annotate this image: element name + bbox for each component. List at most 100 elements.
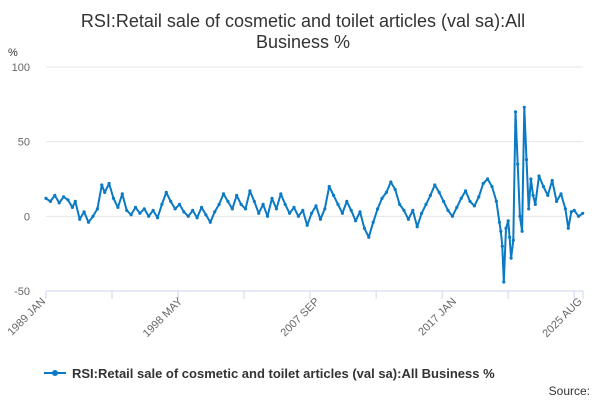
data-point[interactable] bbox=[213, 210, 217, 214]
data-point[interactable] bbox=[340, 211, 344, 215]
data-point[interactable] bbox=[288, 211, 292, 215]
data-point[interactable] bbox=[437, 190, 441, 194]
data-point[interactable] bbox=[195, 216, 199, 220]
data-point[interactable] bbox=[111, 196, 116, 200]
data-point[interactable] bbox=[428, 193, 432, 197]
data-point[interactable] bbox=[509, 256, 513, 260]
data-point[interactable] bbox=[522, 105, 526, 109]
data-point[interactable] bbox=[520, 229, 524, 233]
data-point[interactable] bbox=[125, 208, 129, 212]
data-point[interactable] bbox=[527, 207, 531, 211]
data-point[interactable] bbox=[477, 195, 481, 199]
data-point[interactable] bbox=[296, 214, 300, 218]
data-point[interactable] bbox=[323, 207, 327, 211]
data-point[interactable] bbox=[389, 180, 393, 184]
data-point[interactable] bbox=[459, 196, 463, 200]
data-point[interactable] bbox=[169, 199, 173, 203]
data-point[interactable] bbox=[318, 217, 322, 221]
data-point[interactable] bbox=[513, 110, 518, 114]
data-point[interactable] bbox=[524, 158, 529, 162]
data-point[interactable] bbox=[283, 202, 287, 206]
data-point[interactable] bbox=[581, 211, 585, 215]
data-point[interactable] bbox=[73, 199, 77, 203]
data-point[interactable] bbox=[204, 213, 208, 217]
legend[interactable]: RSI:Retail sale of cosmetic and toilet a… bbox=[44, 366, 495, 381]
data-point[interactable] bbox=[86, 220, 91, 224]
data-point[interactable] bbox=[572, 208, 576, 212]
data-point[interactable] bbox=[314, 204, 318, 208]
data-point[interactable] bbox=[217, 202, 221, 206]
data-point[interactable] bbox=[446, 208, 450, 212]
data-point[interactable] bbox=[186, 214, 190, 218]
data-point[interactable] bbox=[384, 190, 388, 194]
data-point[interactable] bbox=[502, 280, 506, 284]
data-point[interactable] bbox=[261, 202, 265, 206]
data-point[interactable] bbox=[559, 192, 563, 196]
data-point[interactable] bbox=[199, 205, 204, 209]
data-point[interactable] bbox=[490, 184, 494, 189]
data-point[interactable] bbox=[433, 183, 437, 187]
data-point[interactable] bbox=[376, 207, 380, 211]
data-point[interactable] bbox=[129, 213, 133, 217]
data-point[interactable] bbox=[455, 205, 459, 209]
data-point[interactable] bbox=[248, 189, 252, 193]
data-point[interactable] bbox=[529, 177, 533, 181]
data-point[interactable] bbox=[450, 214, 454, 218]
data-point[interactable] bbox=[380, 196, 384, 200]
data-point[interactable] bbox=[504, 226, 508, 230]
data-point[interactable] bbox=[305, 223, 309, 227]
data-point[interactable] bbox=[424, 202, 428, 206]
data-point[interactable] bbox=[516, 162, 520, 166]
data-point[interactable] bbox=[349, 208, 353, 212]
data-point[interactable] bbox=[66, 198, 70, 202]
data-point[interactable] bbox=[252, 199, 256, 203]
data-point[interactable] bbox=[550, 178, 554, 183]
data-point[interactable] bbox=[518, 214, 522, 218]
data-point[interactable] bbox=[48, 199, 53, 203]
data-point[interactable] bbox=[70, 205, 74, 209]
data-point[interactable] bbox=[173, 207, 177, 211]
data-point[interactable] bbox=[566, 226, 570, 230]
data-point[interactable] bbox=[147, 214, 151, 218]
data-point[interactable] bbox=[336, 202, 340, 206]
data-point[interactable] bbox=[103, 190, 107, 194]
data-point[interactable] bbox=[508, 235, 512, 239]
data-point[interactable] bbox=[494, 199, 498, 203]
data-point[interactable] bbox=[415, 225, 419, 229]
data-point[interactable] bbox=[265, 214, 270, 218]
data-point[interactable] bbox=[243, 207, 248, 211]
data-point[interactable] bbox=[164, 190, 168, 194]
data-point[interactable] bbox=[511, 238, 515, 242]
data-point[interactable] bbox=[497, 220, 501, 224]
data-point[interactable] bbox=[257, 211, 261, 215]
data-point[interactable] bbox=[533, 202, 537, 206]
data-point[interactable] bbox=[138, 211, 142, 215]
data-point[interactable] bbox=[569, 210, 573, 214]
data-point[interactable] bbox=[500, 244, 504, 248]
data-point[interactable] bbox=[292, 205, 296, 209]
data-point[interactable] bbox=[541, 184, 546, 189]
data-point[interactable] bbox=[468, 199, 472, 203]
data-point[interactable] bbox=[563, 207, 568, 211]
data-point[interactable] bbox=[57, 201, 61, 205]
data-point[interactable] bbox=[107, 181, 111, 186]
data-point[interactable] bbox=[393, 187, 397, 192]
data-point[interactable] bbox=[371, 220, 375, 224]
data-point[interactable] bbox=[406, 217, 410, 221]
data-point[interactable] bbox=[208, 220, 212, 224]
data-point[interactable] bbox=[91, 214, 95, 218]
data-point[interactable] bbox=[270, 196, 274, 200]
data-point[interactable] bbox=[78, 217, 82, 221]
data-point[interactable] bbox=[481, 181, 485, 186]
data-point[interactable] bbox=[120, 192, 124, 196]
data-point[interactable] bbox=[182, 210, 186, 214]
data-point[interactable] bbox=[555, 199, 559, 203]
data-point[interactable] bbox=[274, 207, 278, 211]
data-point[interactable] bbox=[116, 205, 120, 209]
data-point[interactable] bbox=[442, 199, 446, 203]
data-point[interactable] bbox=[177, 202, 182, 206]
data-point[interactable] bbox=[354, 219, 358, 223]
data-point[interactable] bbox=[151, 208, 155, 212]
data-point[interactable] bbox=[420, 211, 424, 215]
data-point[interactable] bbox=[486, 177, 490, 181]
